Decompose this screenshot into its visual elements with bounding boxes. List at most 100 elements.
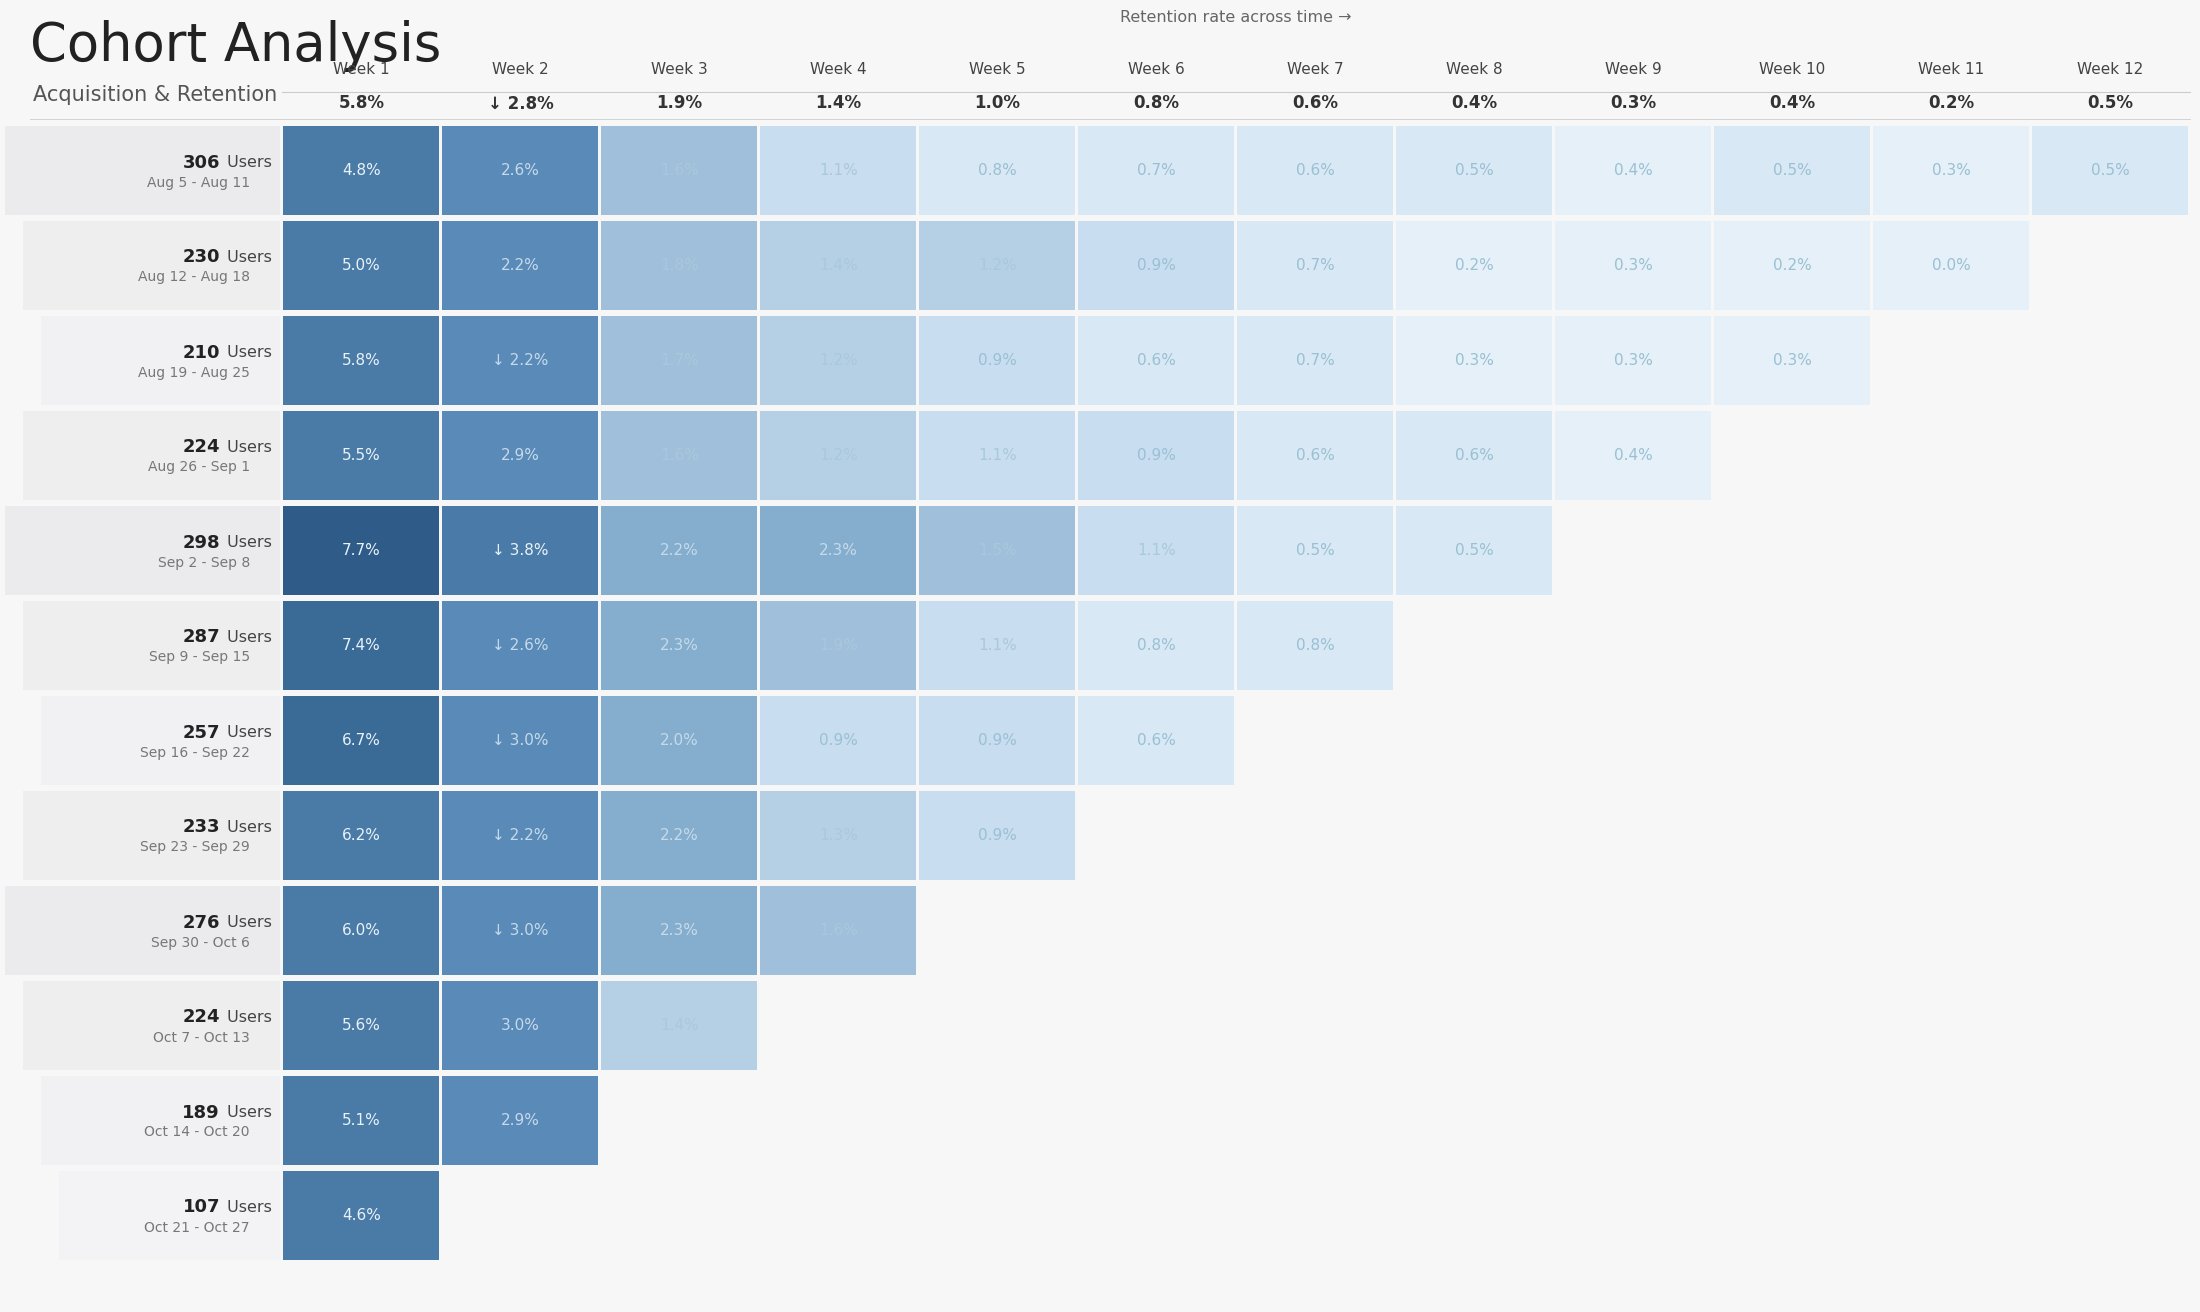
Text: 1.5%: 1.5% <box>979 543 1016 558</box>
Bar <box>601 411 757 500</box>
Bar <box>442 1076 598 1165</box>
Text: 2.3%: 2.3% <box>660 638 700 653</box>
Text: Week 1: Week 1 <box>332 63 389 77</box>
Bar <box>920 695 1076 785</box>
Text: 5.5%: 5.5% <box>343 447 381 463</box>
Text: Retention rate across time →: Retention rate across time → <box>1120 10 1351 25</box>
Text: 1.2%: 1.2% <box>818 447 858 463</box>
Text: Aug 12 - Aug 18: Aug 12 - Aug 18 <box>139 270 251 285</box>
Bar <box>284 601 440 690</box>
Text: 306: 306 <box>183 154 220 172</box>
Text: 0.9%: 0.9% <box>979 353 1016 367</box>
Bar <box>1397 506 1551 596</box>
Text: 0.5%: 0.5% <box>2092 163 2130 178</box>
Text: Week 3: Week 3 <box>651 63 708 77</box>
Text: Week 5: Week 5 <box>970 63 1025 77</box>
Text: Users: Users <box>222 535 273 550</box>
Text: Users: Users <box>222 440 273 455</box>
Text: ↓ 3.0%: ↓ 3.0% <box>493 924 548 938</box>
Bar <box>759 220 915 310</box>
Bar <box>601 695 757 785</box>
Text: ↓ 2.6%: ↓ 2.6% <box>493 638 548 653</box>
Bar <box>601 601 757 690</box>
Bar <box>1078 220 1234 310</box>
Text: 0.6%: 0.6% <box>1454 447 1494 463</box>
Text: Acquisition & Retention: Acquisition & Retention <box>33 85 277 105</box>
Bar <box>442 791 598 880</box>
Text: 189: 189 <box>183 1103 220 1122</box>
Bar <box>1078 411 1234 500</box>
Bar <box>4 126 279 215</box>
Text: Week 9: Week 9 <box>1606 63 1661 77</box>
Bar <box>759 791 915 880</box>
Text: Week 2: Week 2 <box>493 63 548 77</box>
Bar <box>1397 316 1551 405</box>
Text: Week 7: Week 7 <box>1287 63 1344 77</box>
Text: Oct 7 - Oct 13: Oct 7 - Oct 13 <box>154 1030 251 1044</box>
Bar <box>442 886 598 975</box>
Bar <box>1872 126 2028 215</box>
Text: Users: Users <box>222 726 273 740</box>
Bar <box>1714 220 1870 310</box>
Text: 276: 276 <box>183 913 220 932</box>
Bar <box>1236 506 1393 596</box>
Bar <box>1397 126 1551 215</box>
Text: 1.8%: 1.8% <box>660 258 700 273</box>
Bar <box>284 506 440 596</box>
Text: ↓ 2.8%: ↓ 2.8% <box>488 94 554 113</box>
Text: 1.3%: 1.3% <box>818 828 858 844</box>
Bar <box>759 601 915 690</box>
Text: 6.2%: 6.2% <box>341 828 381 844</box>
Text: 0.9%: 0.9% <box>818 733 858 748</box>
Text: 298: 298 <box>183 534 220 551</box>
Text: Aug 26 - Sep 1: Aug 26 - Sep 1 <box>147 461 251 475</box>
Text: 0.6%: 0.6% <box>1296 447 1335 463</box>
Text: 1.1%: 1.1% <box>818 163 858 178</box>
Text: Week 12: Week 12 <box>2077 63 2143 77</box>
Text: Cohort Analysis: Cohort Analysis <box>31 20 442 72</box>
Text: 1.6%: 1.6% <box>660 447 700 463</box>
Text: 0.3%: 0.3% <box>1454 353 1494 367</box>
Bar <box>601 981 757 1071</box>
Bar <box>759 316 915 405</box>
Text: 1.1%: 1.1% <box>1137 543 1175 558</box>
Bar <box>1078 601 1234 690</box>
Bar <box>442 126 598 215</box>
Bar <box>1872 220 2028 310</box>
Text: Users: Users <box>222 1105 273 1120</box>
Bar <box>1078 506 1234 596</box>
Text: 0.6%: 0.6% <box>1137 353 1177 367</box>
Text: 224: 224 <box>183 1009 220 1026</box>
Text: 1.1%: 1.1% <box>979 447 1016 463</box>
Bar <box>1236 220 1393 310</box>
Text: Sep 30 - Oct 6: Sep 30 - Oct 6 <box>152 935 251 950</box>
Bar <box>22 411 279 500</box>
Bar <box>759 411 915 500</box>
Text: 2.0%: 2.0% <box>660 733 700 748</box>
Text: 0.9%: 0.9% <box>1137 258 1177 273</box>
Bar <box>920 316 1076 405</box>
Text: Users: Users <box>222 820 273 834</box>
Text: Users: Users <box>222 1010 273 1025</box>
Text: Users: Users <box>222 630 273 646</box>
Text: 0.4%: 0.4% <box>1769 94 1815 113</box>
Text: 0.6%: 0.6% <box>1296 163 1335 178</box>
Bar <box>284 126 440 215</box>
Bar <box>920 601 1076 690</box>
Text: Sep 16 - Sep 22: Sep 16 - Sep 22 <box>141 745 251 760</box>
Bar <box>22 601 279 690</box>
Text: 257: 257 <box>183 723 220 741</box>
Bar <box>4 506 279 596</box>
Text: 224: 224 <box>183 438 220 457</box>
Bar <box>442 220 598 310</box>
Text: 0.7%: 0.7% <box>1137 163 1175 178</box>
Text: 107: 107 <box>183 1198 220 1216</box>
Text: 2.3%: 2.3% <box>660 924 700 938</box>
Bar <box>1078 695 1234 785</box>
Text: 0.9%: 0.9% <box>979 733 1016 748</box>
Text: 0.0%: 0.0% <box>1932 258 1971 273</box>
Bar <box>284 791 440 880</box>
Text: 0.2%: 0.2% <box>1929 94 1976 113</box>
Text: 6.7%: 6.7% <box>341 733 381 748</box>
Text: 1.2%: 1.2% <box>979 258 1016 273</box>
